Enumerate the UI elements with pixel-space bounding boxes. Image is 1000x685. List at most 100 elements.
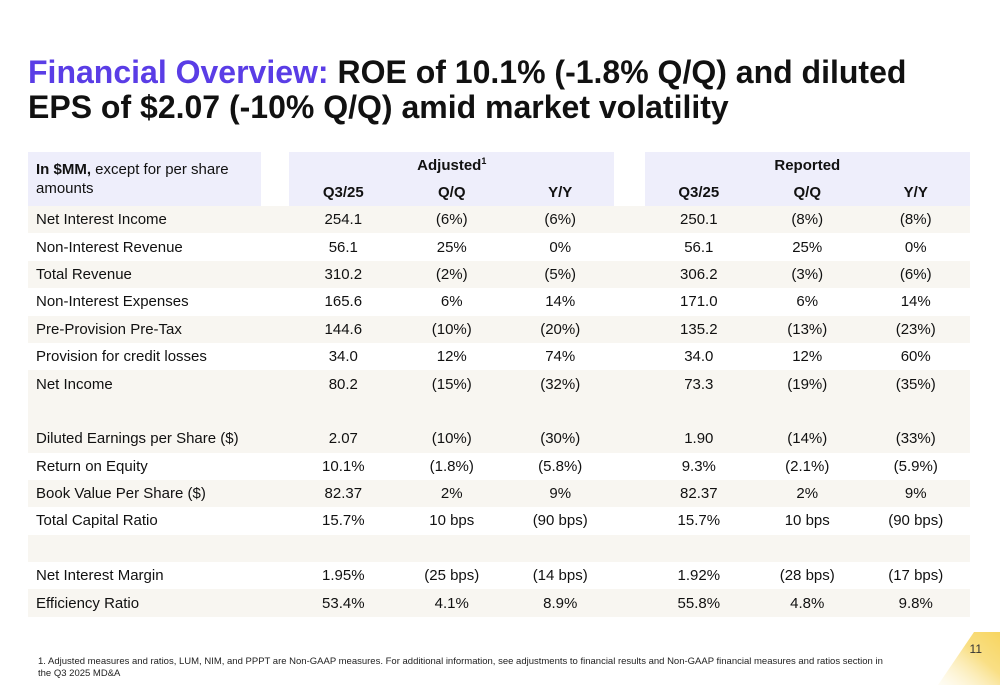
reported-value: 9.3% — [681, 457, 716, 475]
adjusted-value: 144.6 — [289, 315, 398, 343]
adjusted-value: 254.1 — [289, 206, 398, 234]
footnote-marker: 1 — [481, 156, 487, 166]
col-header-adjusted-q325: Q3/25 — [289, 179, 398, 206]
reported-value: 135.2 — [644, 315, 754, 343]
reported-value: 14% — [900, 293, 931, 311]
adjusted-value: (2%) — [397, 260, 506, 289]
adjusted-value: 82.37 — [289, 479, 398, 508]
reported-value: 4.8% — [753, 589, 862, 617]
column-header-row: Q3/25 Q/Q Y/Y Q3/25 Q/Q Y/Y — [28, 179, 970, 206]
adjusted-value: (10%) — [397, 425, 506, 453]
reported-value: 6% — [796, 293, 819, 311]
reported-value: (14%) — [753, 425, 862, 453]
adjusted-value: (30%) — [505, 425, 615, 453]
spacer-row — [28, 397, 970, 426]
adjusted-value: 1.95% — [322, 567, 365, 585]
table-row: Pre-Provision Pre-Tax 144.6 (10%) (20%) 135.… — [28, 315, 970, 343]
adjusted-value: (90 bps) — [532, 512, 588, 530]
adjusted-value: 53.4% — [289, 589, 398, 617]
adjusted-value: 2.07 — [289, 425, 398, 453]
adjusted-value: (6%) — [397, 206, 506, 234]
page-tab-shape-icon — [938, 632, 1000, 685]
reported-value: 34.0 — [684, 348, 714, 366]
adjusted-value: (15%) — [397, 370, 506, 398]
row-label: Non-Interest Expenses — [36, 293, 189, 311]
row-label: Book Value Per Share ($) — [28, 479, 261, 508]
title-accent: Financial Overview: — [28, 54, 329, 90]
reported-value: 250.1 — [644, 206, 754, 234]
adjusted-value: 9% — [505, 479, 615, 508]
table-row: Non-Interest Revenue 56.1 25% 0% 56.1 25% 0% — [28, 233, 970, 260]
reported-value: 73.3 — [644, 370, 754, 398]
table-row: Book Value Per Share ($) 82.37 2% 9% 82.37 2%… — [28, 479, 970, 508]
reported-value: (19%) — [753, 370, 862, 398]
table-row: Efficiency Ratio 53.4% 4.1% 8.9% 55.8% 4.8% 9.… — [28, 589, 970, 617]
row-label: Non-Interest Revenue — [36, 238, 183, 256]
row-label: Total Revenue — [28, 260, 261, 289]
reported-value: 171.0 — [680, 293, 718, 311]
group-header-row: In $MM, except for per share amounts Adj… — [28, 152, 970, 206]
adjusted-value: 165.6 — [324, 293, 363, 311]
adjusted-value: 34.0 — [328, 348, 358, 366]
reported-value: (6%) — [861, 260, 970, 289]
reported-value: 56.1 — [684, 238, 714, 256]
reported-value: 306.2 — [644, 260, 754, 289]
col-header-reported-qq: Q/Q — [753, 179, 862, 206]
adjusted-value: 14% — [545, 293, 576, 311]
reported-value: 1.90 — [644, 425, 754, 453]
reported-value: 9% — [861, 479, 970, 508]
adjusted-value: (32%) — [505, 370, 615, 398]
adjusted-value: (20%) — [505, 315, 615, 343]
title-rest: ROE of 10.1% (-1.8% Q/Q) and diluted EPS… — [28, 54, 907, 125]
reported-value: 15.7% — [677, 512, 721, 530]
table-row: Net Income 80.2 (15%) (32%) 73.3 (19%) (35%) — [28, 370, 970, 398]
reported-value: (8%) — [861, 206, 970, 234]
units-label: In $MM, except for per share amounts — [28, 152, 261, 206]
adjusted-value: 2% — [397, 479, 506, 508]
reported-value: (23%) — [861, 315, 970, 343]
adjusted-value: (5%) — [505, 260, 615, 289]
col-header-adjusted-yy: Y/Y — [505, 179, 615, 206]
adjusted-value: 12% — [436, 348, 467, 366]
table-row: Return on Equity 10.1% (1.8%) (5.8%) 9.3% (2.… — [28, 453, 970, 480]
reported-value: 10 bps — [784, 512, 830, 530]
table-row: Total Capital Ratio 15.7% 10 bps (90 bps) 15… — [28, 507, 970, 534]
col-header-reported-yy: Y/Y — [861, 179, 970, 206]
reported-value: (35%) — [861, 370, 970, 398]
reported-value: 1.92% — [677, 567, 721, 585]
reported-value: (13%) — [753, 315, 862, 343]
col-header-reported-q325: Q3/25 — [644, 179, 754, 206]
table-row: Provision for credit losses 34.0 12% 74% 34.… — [28, 343, 970, 370]
reported-value: 9.8% — [861, 589, 970, 617]
reported-value: 60% — [900, 348, 931, 366]
adjusted-value: 10.1% — [322, 457, 365, 475]
adjusted-value: 6% — [440, 293, 463, 311]
table-row: Diluted Earnings per Share ($) 2.07 (10%)(… — [28, 425, 970, 453]
adjusted-value: 80.2 — [289, 370, 398, 398]
reported-value: (5.9%) — [893, 457, 938, 475]
slide-title: Financial Overview: ROE of 10.1% (-1.8% … — [28, 55, 978, 125]
adjusted-value: 25% — [436, 238, 467, 256]
adjusted-value: 74% — [545, 348, 576, 366]
adjusted-value: 8.9% — [505, 589, 615, 617]
reported-value: (90 bps) — [888, 512, 944, 530]
row-label: Pre-Provision Pre-Tax — [28, 315, 261, 343]
adjusted-value: (14 bps) — [532, 567, 588, 585]
reported-value: 0% — [904, 238, 927, 256]
reported-value: 82.37 — [644, 479, 754, 508]
adjusted-value: (1.8%) — [429, 457, 474, 475]
adjusted-value: (10%) — [397, 315, 506, 343]
reported-group-header: Reported — [644, 152, 970, 179]
financial-overview-table: In $MM, except for per share amounts Adj… — [28, 152, 970, 617]
reported-value: (8%) — [753, 206, 862, 234]
row-label: Total Capital Ratio — [36, 512, 158, 530]
reported-value: 55.8% — [644, 589, 754, 617]
page-number: 11 — [969, 642, 982, 656]
reported-value: (17 bps) — [888, 567, 944, 585]
row-label: Provision for credit losses — [36, 348, 207, 366]
reported-value: 2% — [753, 479, 862, 508]
reported-value: (3%) — [753, 260, 862, 289]
reported-value: (33%) — [861, 425, 970, 453]
adjusted-value: 0% — [549, 238, 572, 256]
table-row: Net Interest Margin 1.95% (25 bps) (14 bps)… — [28, 562, 970, 589]
